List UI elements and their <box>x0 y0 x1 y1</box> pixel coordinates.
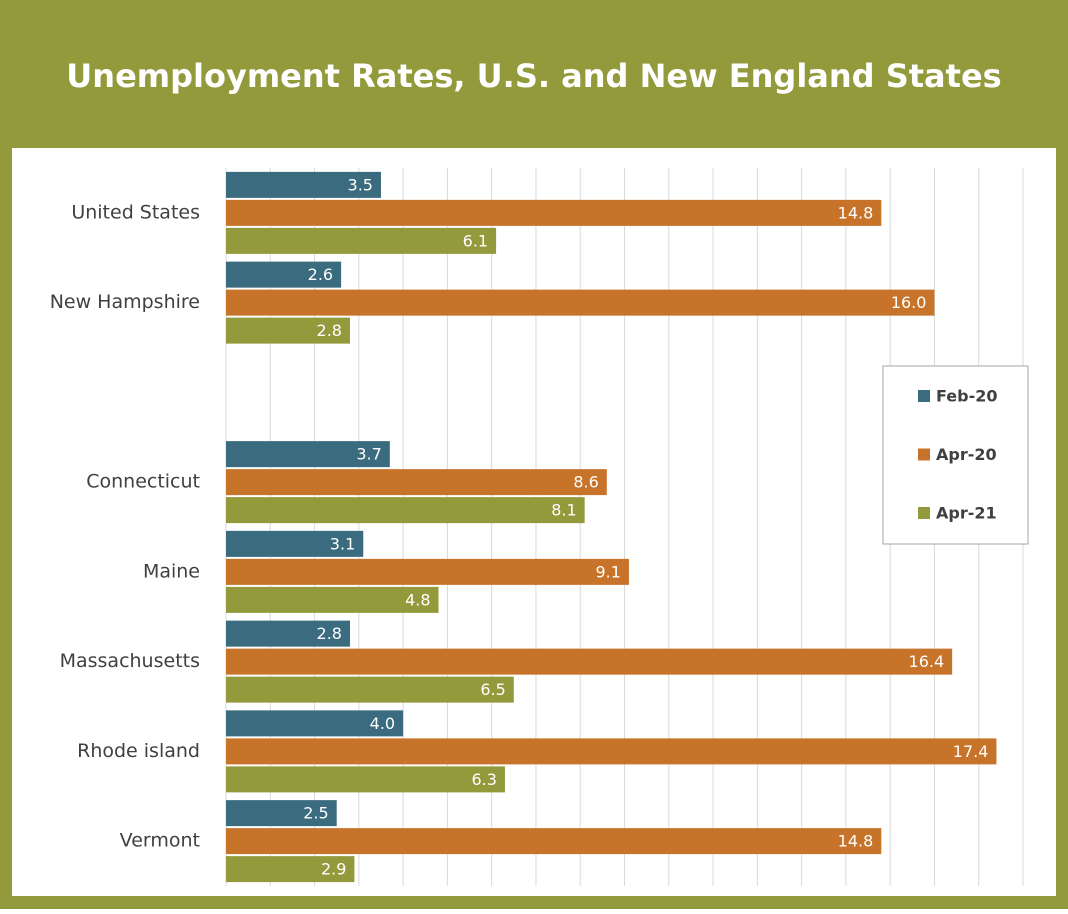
value-label: 6.3 <box>471 770 496 789</box>
value-label: 16.0 <box>891 293 927 312</box>
value-label: 4.8 <box>405 590 430 609</box>
y-tick-label: Massachusetts <box>60 650 200 672</box>
legend-label: Apr-20 <box>936 445 997 464</box>
legend-swatch <box>918 507 930 519</box>
value-label: 2.6 <box>308 265 333 284</box>
legend-label: Feb-20 <box>936 387 998 406</box>
value-label: 17.4 <box>953 742 989 761</box>
legend-label: Apr-21 <box>936 504 997 523</box>
bar <box>226 856 355 883</box>
value-label: 6.5 <box>480 680 505 699</box>
legend-box <box>882 365 1029 545</box>
bar <box>226 586 439 613</box>
bar <box>226 620 350 647</box>
bar <box>226 261 342 288</box>
bar <box>226 738 997 765</box>
y-tick-label: Rhode island <box>77 740 200 762</box>
value-label: 6.1 <box>463 231 488 250</box>
bar <box>226 530 364 557</box>
bar <box>226 648 953 675</box>
value-label: 2.9 <box>321 860 346 879</box>
value-label: 14.8 <box>838 832 874 851</box>
value-label: 2.8 <box>317 624 342 643</box>
value-label: 3.5 <box>348 175 373 194</box>
value-label: 3.7 <box>356 445 381 464</box>
bar <box>226 710 404 737</box>
value-label: 2.8 <box>317 321 342 340</box>
y-tick-label: Vermont <box>120 830 200 852</box>
value-label: 8.6 <box>573 473 598 492</box>
legend-swatch <box>918 448 930 461</box>
chart-title: Unemployment Rates, U.S. and New England… <box>66 57 1001 95</box>
y-tick-label: New Hampshire <box>50 291 200 313</box>
y-tick-label: Connecticut <box>86 471 200 493</box>
bar <box>226 766 505 793</box>
value-label: 16.4 <box>909 652 945 671</box>
bar <box>226 828 882 855</box>
bar <box>226 289 935 316</box>
y-tick-label: United States <box>71 201 200 223</box>
bar <box>226 469 607 496</box>
bar <box>226 558 629 585</box>
bar <box>226 441 390 468</box>
bar <box>226 171 381 198</box>
value-label: 9.1 <box>595 562 620 581</box>
bar <box>226 227 497 254</box>
legend-swatch <box>918 390 930 402</box>
value-label: 3.1 <box>330 534 355 553</box>
value-label: 4.0 <box>370 714 395 733</box>
y-tick-label: Maine <box>143 560 200 582</box>
bar <box>226 676 514 703</box>
bar <box>226 317 350 344</box>
value-label: 14.8 <box>838 203 874 222</box>
value-label: 8.1 <box>551 501 576 520</box>
value-label: 2.5 <box>303 804 328 823</box>
bar <box>226 800 337 827</box>
bar <box>226 497 585 524</box>
bar <box>226 199 882 226</box>
